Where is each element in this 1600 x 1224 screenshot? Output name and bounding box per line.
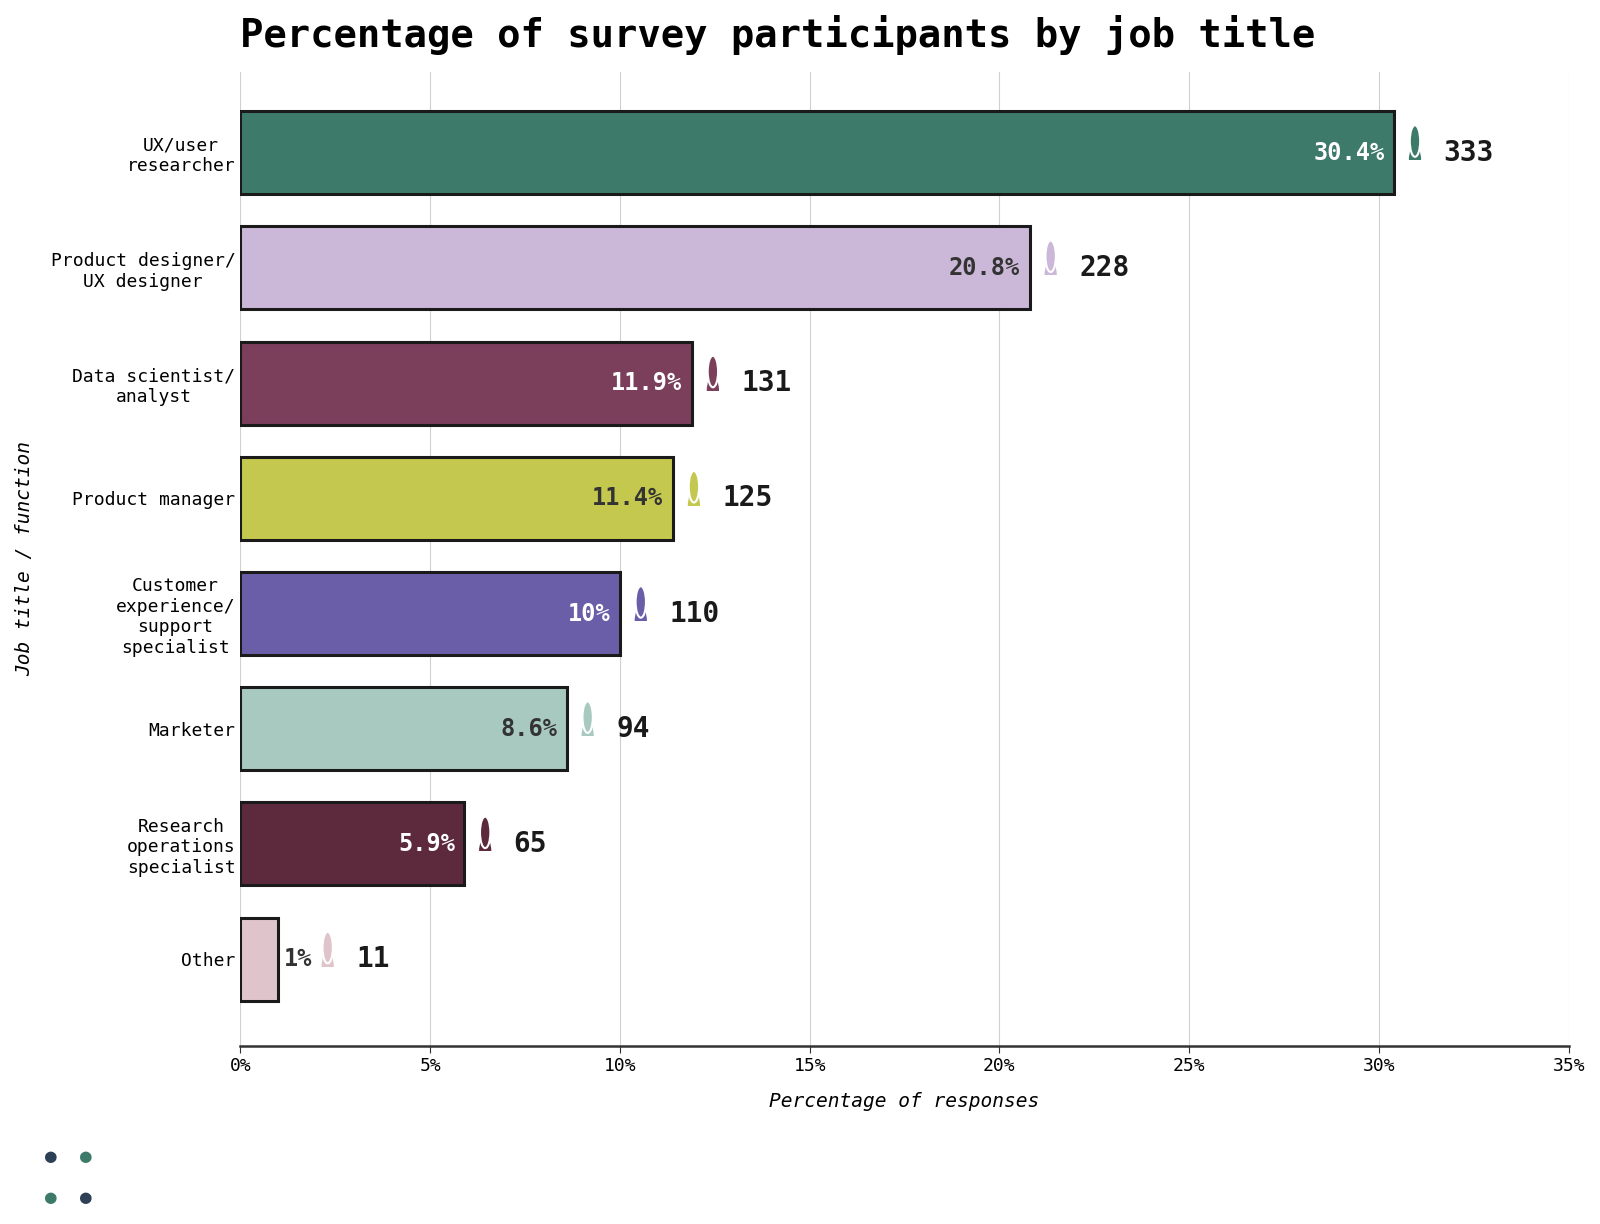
Text: 228: 228 <box>1078 253 1130 282</box>
Text: 110: 110 <box>669 600 720 628</box>
Ellipse shape <box>320 951 334 982</box>
Text: 333: 333 <box>1443 138 1494 166</box>
Bar <box>314 967 342 1001</box>
Text: 1%: 1% <box>285 947 312 971</box>
Bar <box>240 341 693 425</box>
Text: 65: 65 <box>514 830 547 858</box>
Circle shape <box>707 356 718 387</box>
X-axis label: Percentage of responses: Percentage of responses <box>770 1092 1040 1111</box>
Bar <box>240 687 566 770</box>
Bar <box>240 918 278 1001</box>
Ellipse shape <box>1043 259 1058 291</box>
Text: 125: 125 <box>722 485 773 513</box>
Text: 8.6%: 8.6% <box>501 717 557 741</box>
Circle shape <box>1410 125 1421 157</box>
Bar <box>627 621 654 655</box>
Text: Percentage of survey participants by job title: Percentage of survey participants by job… <box>240 15 1315 55</box>
Bar <box>573 736 602 770</box>
Bar <box>240 457 674 540</box>
Ellipse shape <box>634 606 648 636</box>
Ellipse shape <box>686 491 701 521</box>
Text: 11.9%: 11.9% <box>611 371 683 395</box>
Text: ●: ● <box>80 1187 91 1207</box>
Circle shape <box>635 586 646 618</box>
Ellipse shape <box>478 836 493 867</box>
Bar <box>699 390 728 425</box>
Y-axis label: Job title / function: Job title / function <box>14 442 34 677</box>
Bar <box>240 111 1394 195</box>
Circle shape <box>323 931 333 963</box>
Text: ●: ● <box>45 1187 56 1207</box>
Text: 11: 11 <box>357 945 390 973</box>
Circle shape <box>480 816 490 848</box>
Bar <box>680 506 709 540</box>
Ellipse shape <box>581 721 595 752</box>
Text: 10%: 10% <box>568 601 611 625</box>
Bar <box>240 226 1030 310</box>
Ellipse shape <box>1408 144 1422 176</box>
Text: ●: ● <box>45 1147 56 1166</box>
Bar <box>240 803 464 885</box>
Text: 30.4%: 30.4% <box>1314 141 1384 165</box>
Text: 94: 94 <box>616 715 650 743</box>
Text: 11.4%: 11.4% <box>592 486 664 510</box>
Text: 131: 131 <box>741 370 792 397</box>
Bar <box>470 852 499 885</box>
Bar <box>1037 275 1066 310</box>
Text: 20.8%: 20.8% <box>949 256 1021 280</box>
Circle shape <box>1045 240 1056 272</box>
Ellipse shape <box>706 375 720 406</box>
Bar <box>1400 160 1429 195</box>
Text: ●: ● <box>80 1147 91 1166</box>
Circle shape <box>582 701 594 733</box>
Bar <box>240 572 619 655</box>
Circle shape <box>688 471 699 503</box>
Text: 5.9%: 5.9% <box>398 832 454 856</box>
